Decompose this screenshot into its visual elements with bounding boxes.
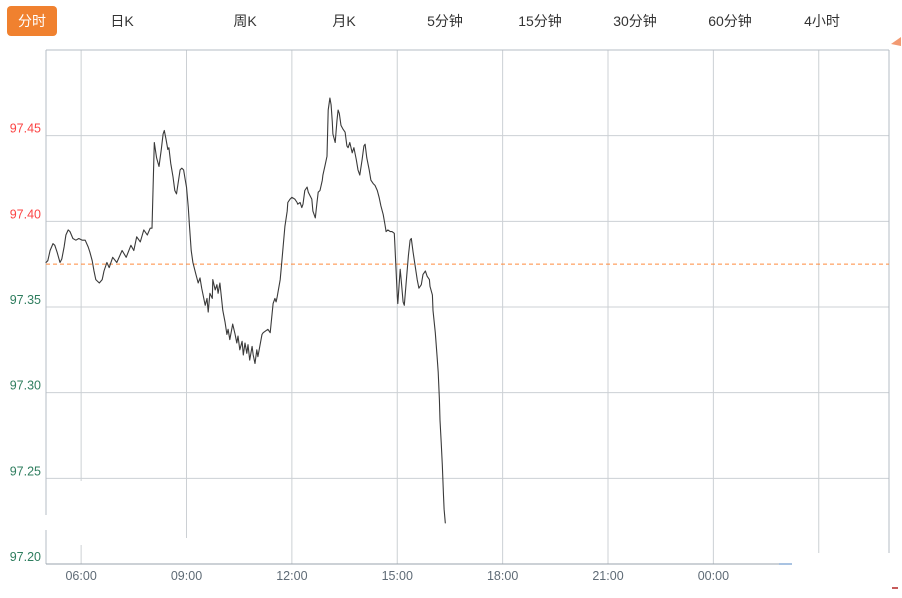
x-axis-label: 00:00 <box>698 569 729 583</box>
tab-4小时[interactable]: 4小时 <box>804 13 840 29</box>
y-axis-label: 97.20 <box>10 550 41 564</box>
tab-月K[interactable]: 月K <box>332 13 356 29</box>
tab-30分钟[interactable]: 30分钟 <box>613 13 657 29</box>
x-axis-label: 06:00 <box>65 569 96 583</box>
y-axis-label: 97.25 <box>10 464 41 478</box>
price-line <box>45 97 446 524</box>
chart-period-tabs: 分时 日K 周K 月K 5分钟 15分钟 30分钟 60分钟 4小时 <box>0 0 902 42</box>
x-axis-label: 18:00 <box>487 569 518 583</box>
y-axis-label: 97.30 <box>10 379 41 393</box>
x-axis-label: 15:00 <box>382 569 413 583</box>
x-axis-label: 12:00 <box>276 569 307 583</box>
x-axis-label: 09:00 <box>171 569 202 583</box>
corner-logo-fragment <box>891 37 901 46</box>
y-axis-label: 97.40 <box>10 207 41 221</box>
tab-5分钟[interactable]: 5分钟 <box>427 13 463 29</box>
tab-60分钟[interactable]: 60分钟 <box>708 13 752 29</box>
tab-日K[interactable]: 日K <box>110 13 134 29</box>
y-axis-label: 97.35 <box>10 293 41 307</box>
tab-分时[interactable]: 分时 <box>7 6 57 36</box>
tab-15分钟[interactable]: 15分钟 <box>518 13 562 29</box>
x-axis-label: 21:00 <box>592 569 623 583</box>
corner-speck <box>892 587 898 589</box>
y-axis-label: 97.45 <box>10 122 41 136</box>
tab-周K[interactable]: 周K <box>233 13 257 29</box>
